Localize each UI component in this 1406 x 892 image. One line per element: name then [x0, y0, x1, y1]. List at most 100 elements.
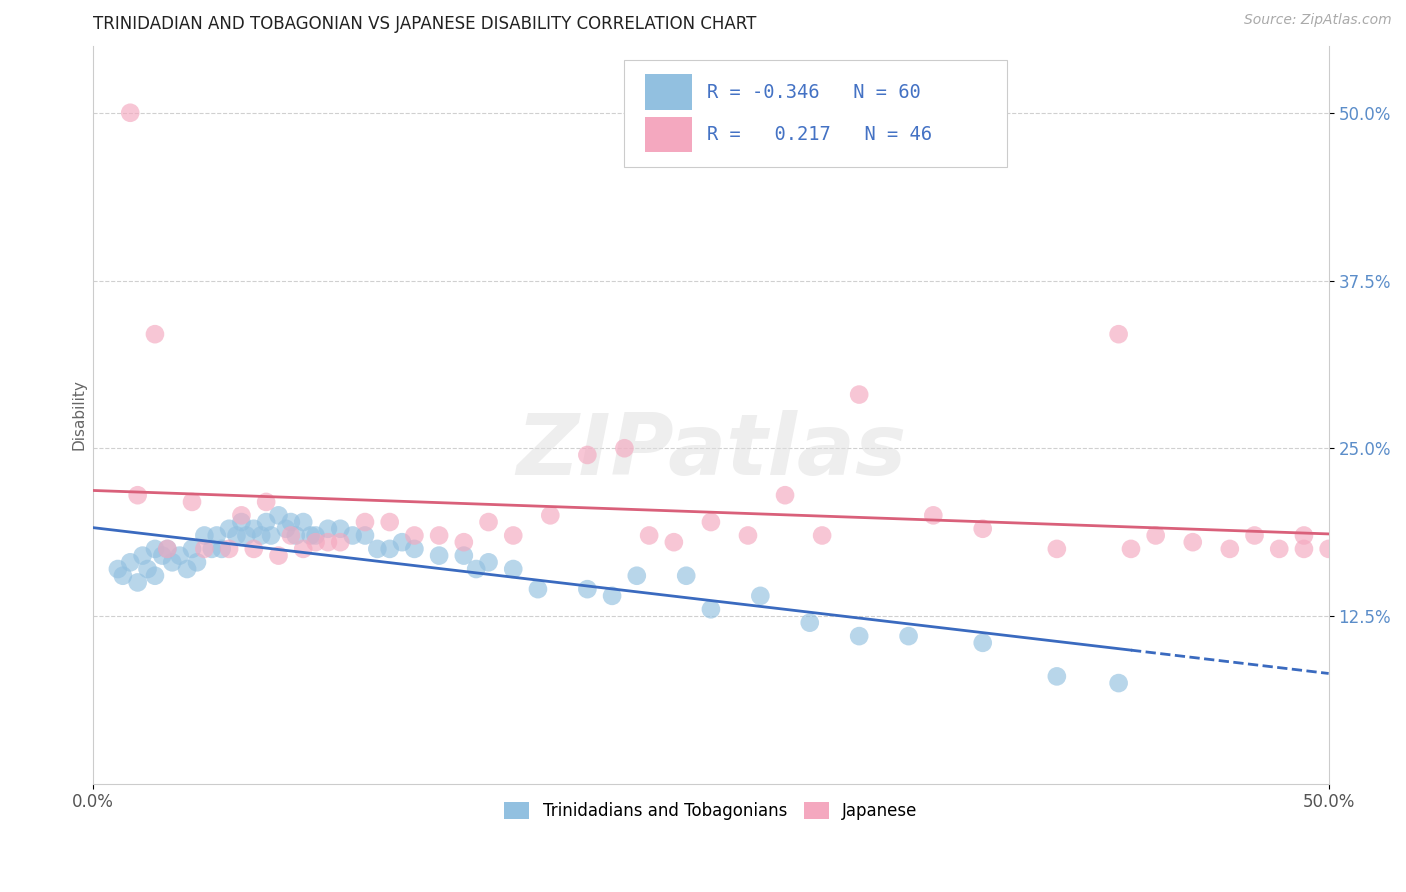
Point: [111, 568, 134, 582]
Point: [316, 522, 339, 536]
Point: [378, 541, 401, 556]
Point: [218, 541, 240, 556]
Point: [254, 495, 277, 509]
Point: [502, 528, 524, 542]
Point: [378, 515, 401, 529]
Point: [329, 535, 352, 549]
FancyBboxPatch shape: [624, 61, 1008, 168]
Point: [280, 528, 302, 542]
Point: [600, 589, 623, 603]
Point: [1317, 541, 1340, 556]
Point: [342, 528, 364, 542]
Point: [304, 528, 326, 542]
Point: [848, 387, 870, 401]
Point: [250, 528, 273, 542]
Point: [453, 535, 475, 549]
Point: [150, 549, 173, 563]
Point: [292, 541, 315, 556]
FancyBboxPatch shape: [645, 74, 692, 110]
Point: [176, 562, 198, 576]
Point: [662, 535, 685, 549]
Point: [972, 636, 994, 650]
Point: [235, 528, 257, 542]
Point: [1292, 541, 1315, 556]
Point: [527, 582, 550, 596]
Point: [254, 515, 277, 529]
Point: [972, 522, 994, 536]
Y-axis label: Disability: Disability: [72, 379, 86, 450]
Point: [267, 549, 290, 563]
Point: [538, 508, 561, 523]
Point: [120, 555, 142, 569]
Point: [1144, 528, 1167, 542]
Point: [773, 488, 796, 502]
Point: [749, 589, 772, 603]
Point: [1119, 541, 1142, 556]
Point: [316, 535, 339, 549]
Point: [120, 105, 142, 120]
Point: [243, 541, 266, 556]
Point: [502, 562, 524, 576]
Point: [156, 541, 179, 556]
Point: [404, 528, 426, 542]
Point: [1108, 327, 1130, 342]
Point: [143, 541, 166, 556]
Text: R = -0.346   N = 60: R = -0.346 N = 60: [707, 83, 921, 102]
Point: [169, 549, 191, 563]
Point: [404, 541, 426, 556]
Point: [737, 528, 759, 542]
Point: [218, 522, 240, 536]
Point: [131, 549, 153, 563]
Point: [225, 528, 247, 542]
Point: [1219, 541, 1241, 556]
FancyBboxPatch shape: [645, 117, 692, 152]
Point: [231, 515, 253, 529]
Point: [205, 528, 228, 542]
Point: [292, 515, 315, 529]
Point: [260, 528, 283, 542]
Point: [156, 541, 179, 556]
Point: [304, 535, 326, 549]
Point: [107, 562, 129, 576]
Point: [136, 562, 159, 576]
Point: [354, 515, 377, 529]
Point: [453, 549, 475, 563]
Text: ZIPatlas: ZIPatlas: [516, 410, 905, 493]
Point: [181, 541, 204, 556]
Point: [231, 508, 253, 523]
Text: Source: ZipAtlas.com: Source: ZipAtlas.com: [1244, 13, 1392, 28]
Point: [274, 522, 297, 536]
Point: [1108, 676, 1130, 690]
Point: [143, 568, 166, 582]
Point: [427, 528, 450, 542]
Point: [127, 575, 149, 590]
Point: [811, 528, 834, 542]
Legend: Trinidadians and Tobagonians, Japanese: Trinidadians and Tobagonians, Japanese: [498, 796, 924, 827]
Point: [922, 508, 945, 523]
Point: [143, 327, 166, 342]
Point: [181, 495, 204, 509]
Point: [299, 528, 322, 542]
Point: [193, 528, 215, 542]
Point: [465, 562, 488, 576]
Point: [329, 522, 352, 536]
Point: [613, 442, 636, 456]
Point: [848, 629, 870, 643]
Point: [638, 528, 661, 542]
Point: [1243, 528, 1265, 542]
Point: [1046, 541, 1069, 556]
Point: [243, 522, 266, 536]
Point: [427, 549, 450, 563]
Point: [799, 615, 821, 630]
Point: [193, 541, 215, 556]
Point: [366, 541, 388, 556]
Point: [201, 541, 224, 556]
Point: [626, 568, 648, 582]
Point: [1181, 535, 1204, 549]
Text: R =   0.217   N = 46: R = 0.217 N = 46: [707, 125, 932, 144]
Point: [162, 555, 184, 569]
Point: [391, 535, 413, 549]
Point: [477, 515, 499, 529]
Point: [700, 515, 723, 529]
Point: [576, 582, 599, 596]
